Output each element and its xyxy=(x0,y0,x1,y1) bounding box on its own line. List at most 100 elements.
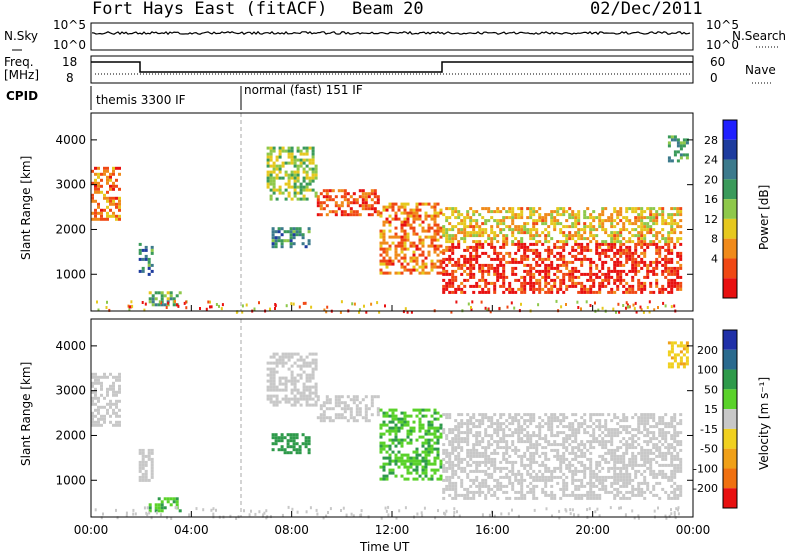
echo-cell xyxy=(409,459,413,463)
echo-cell xyxy=(685,359,689,363)
echo-cell xyxy=(281,164,285,168)
echo-cell xyxy=(421,477,425,481)
echo-cell xyxy=(616,213,620,217)
echo-cell xyxy=(532,251,536,255)
echo-cell xyxy=(556,269,560,273)
echo-cell xyxy=(453,514,455,518)
cpid-label: CPID xyxy=(6,89,38,103)
echo-cell xyxy=(436,253,440,257)
echo-cell xyxy=(442,457,446,461)
echo-cell xyxy=(667,463,671,467)
echo-cell xyxy=(574,454,578,458)
echo-cell xyxy=(292,242,296,246)
echo-cell xyxy=(439,226,443,230)
echo-cell xyxy=(604,240,608,244)
echo-cell xyxy=(91,193,94,197)
echo-cell xyxy=(601,210,605,214)
echo-cell xyxy=(625,484,629,488)
echo-cell xyxy=(94,208,97,212)
echo-cell xyxy=(559,240,563,244)
echo-cell xyxy=(652,240,656,244)
echo-cell xyxy=(418,247,422,251)
echo-cell xyxy=(382,411,386,415)
echo-cell xyxy=(556,222,560,226)
echo-cell xyxy=(103,166,106,170)
echo-cell xyxy=(457,475,461,479)
echo-cell xyxy=(679,231,683,235)
echo-cell xyxy=(577,237,581,241)
echo-cell xyxy=(97,308,100,312)
echo-cell xyxy=(562,234,566,238)
echo-cell xyxy=(421,271,425,275)
x-tick-label: 12:00 xyxy=(375,523,410,537)
echo-cell xyxy=(342,506,345,510)
echo-cell xyxy=(620,506,622,510)
echo-cell xyxy=(559,475,563,479)
echo-cell xyxy=(667,478,671,482)
echo-cell xyxy=(311,358,315,362)
echo-cell xyxy=(559,431,563,435)
echo-cell xyxy=(583,213,587,217)
echo-cell xyxy=(334,398,338,402)
echo-cell xyxy=(622,460,626,464)
echo-cell xyxy=(319,207,323,211)
echo-cell xyxy=(682,347,686,351)
echo-cell xyxy=(424,265,428,269)
echo-cell xyxy=(637,425,641,429)
echo-cell xyxy=(463,496,467,500)
echo-cell xyxy=(272,185,276,189)
echo-cell xyxy=(607,245,611,249)
echo-cell xyxy=(418,235,422,239)
echo-cell xyxy=(598,481,602,485)
echo-cell xyxy=(311,391,315,395)
echo-cell xyxy=(541,475,545,479)
echo-cell xyxy=(625,428,629,432)
echo-cell xyxy=(470,306,472,309)
echo-cell xyxy=(652,487,656,491)
echo-cell xyxy=(610,428,614,432)
echo-cell xyxy=(409,429,413,433)
echo-cell xyxy=(562,460,566,464)
echo-cell xyxy=(643,413,647,417)
echo-cell xyxy=(619,213,623,217)
echo-cell xyxy=(610,287,614,291)
echo-cell xyxy=(319,192,323,196)
echo-cell xyxy=(523,257,527,261)
echo-cell xyxy=(670,260,674,264)
echo-cell xyxy=(489,310,492,314)
echo-cell xyxy=(394,217,398,221)
echo-cell xyxy=(634,248,638,252)
echo-cell xyxy=(305,182,309,186)
echo-cell xyxy=(526,425,530,429)
echo-cell xyxy=(437,509,439,513)
echo-cell xyxy=(340,401,344,405)
echo-cell xyxy=(670,225,674,229)
echo-cell xyxy=(505,496,509,500)
echo-cell xyxy=(508,416,512,420)
echo-cell xyxy=(481,446,485,450)
echo-cell xyxy=(91,402,94,406)
echo-cell xyxy=(410,310,413,314)
echo-cell xyxy=(640,422,644,426)
echo-cell xyxy=(281,161,285,165)
echo-cell xyxy=(574,219,578,223)
echo-cell xyxy=(565,437,569,441)
echo-cell xyxy=(412,250,416,254)
echo-cell xyxy=(355,198,359,202)
echo-cell xyxy=(118,187,121,191)
echo-cell xyxy=(433,462,437,466)
echo-cell xyxy=(484,478,488,482)
echo-cell xyxy=(382,250,386,254)
echo-cell xyxy=(215,508,217,512)
echo-cell xyxy=(664,463,668,467)
echo-cell xyxy=(574,248,578,252)
echo-cell xyxy=(472,263,476,267)
echo-cell xyxy=(526,419,530,423)
freq-label: Freq. xyxy=(4,55,34,69)
echo-cell xyxy=(610,437,614,441)
echo-cell xyxy=(469,207,473,211)
echo-cell xyxy=(376,210,380,214)
echo-cell xyxy=(568,269,572,273)
echo-cell xyxy=(622,413,626,417)
